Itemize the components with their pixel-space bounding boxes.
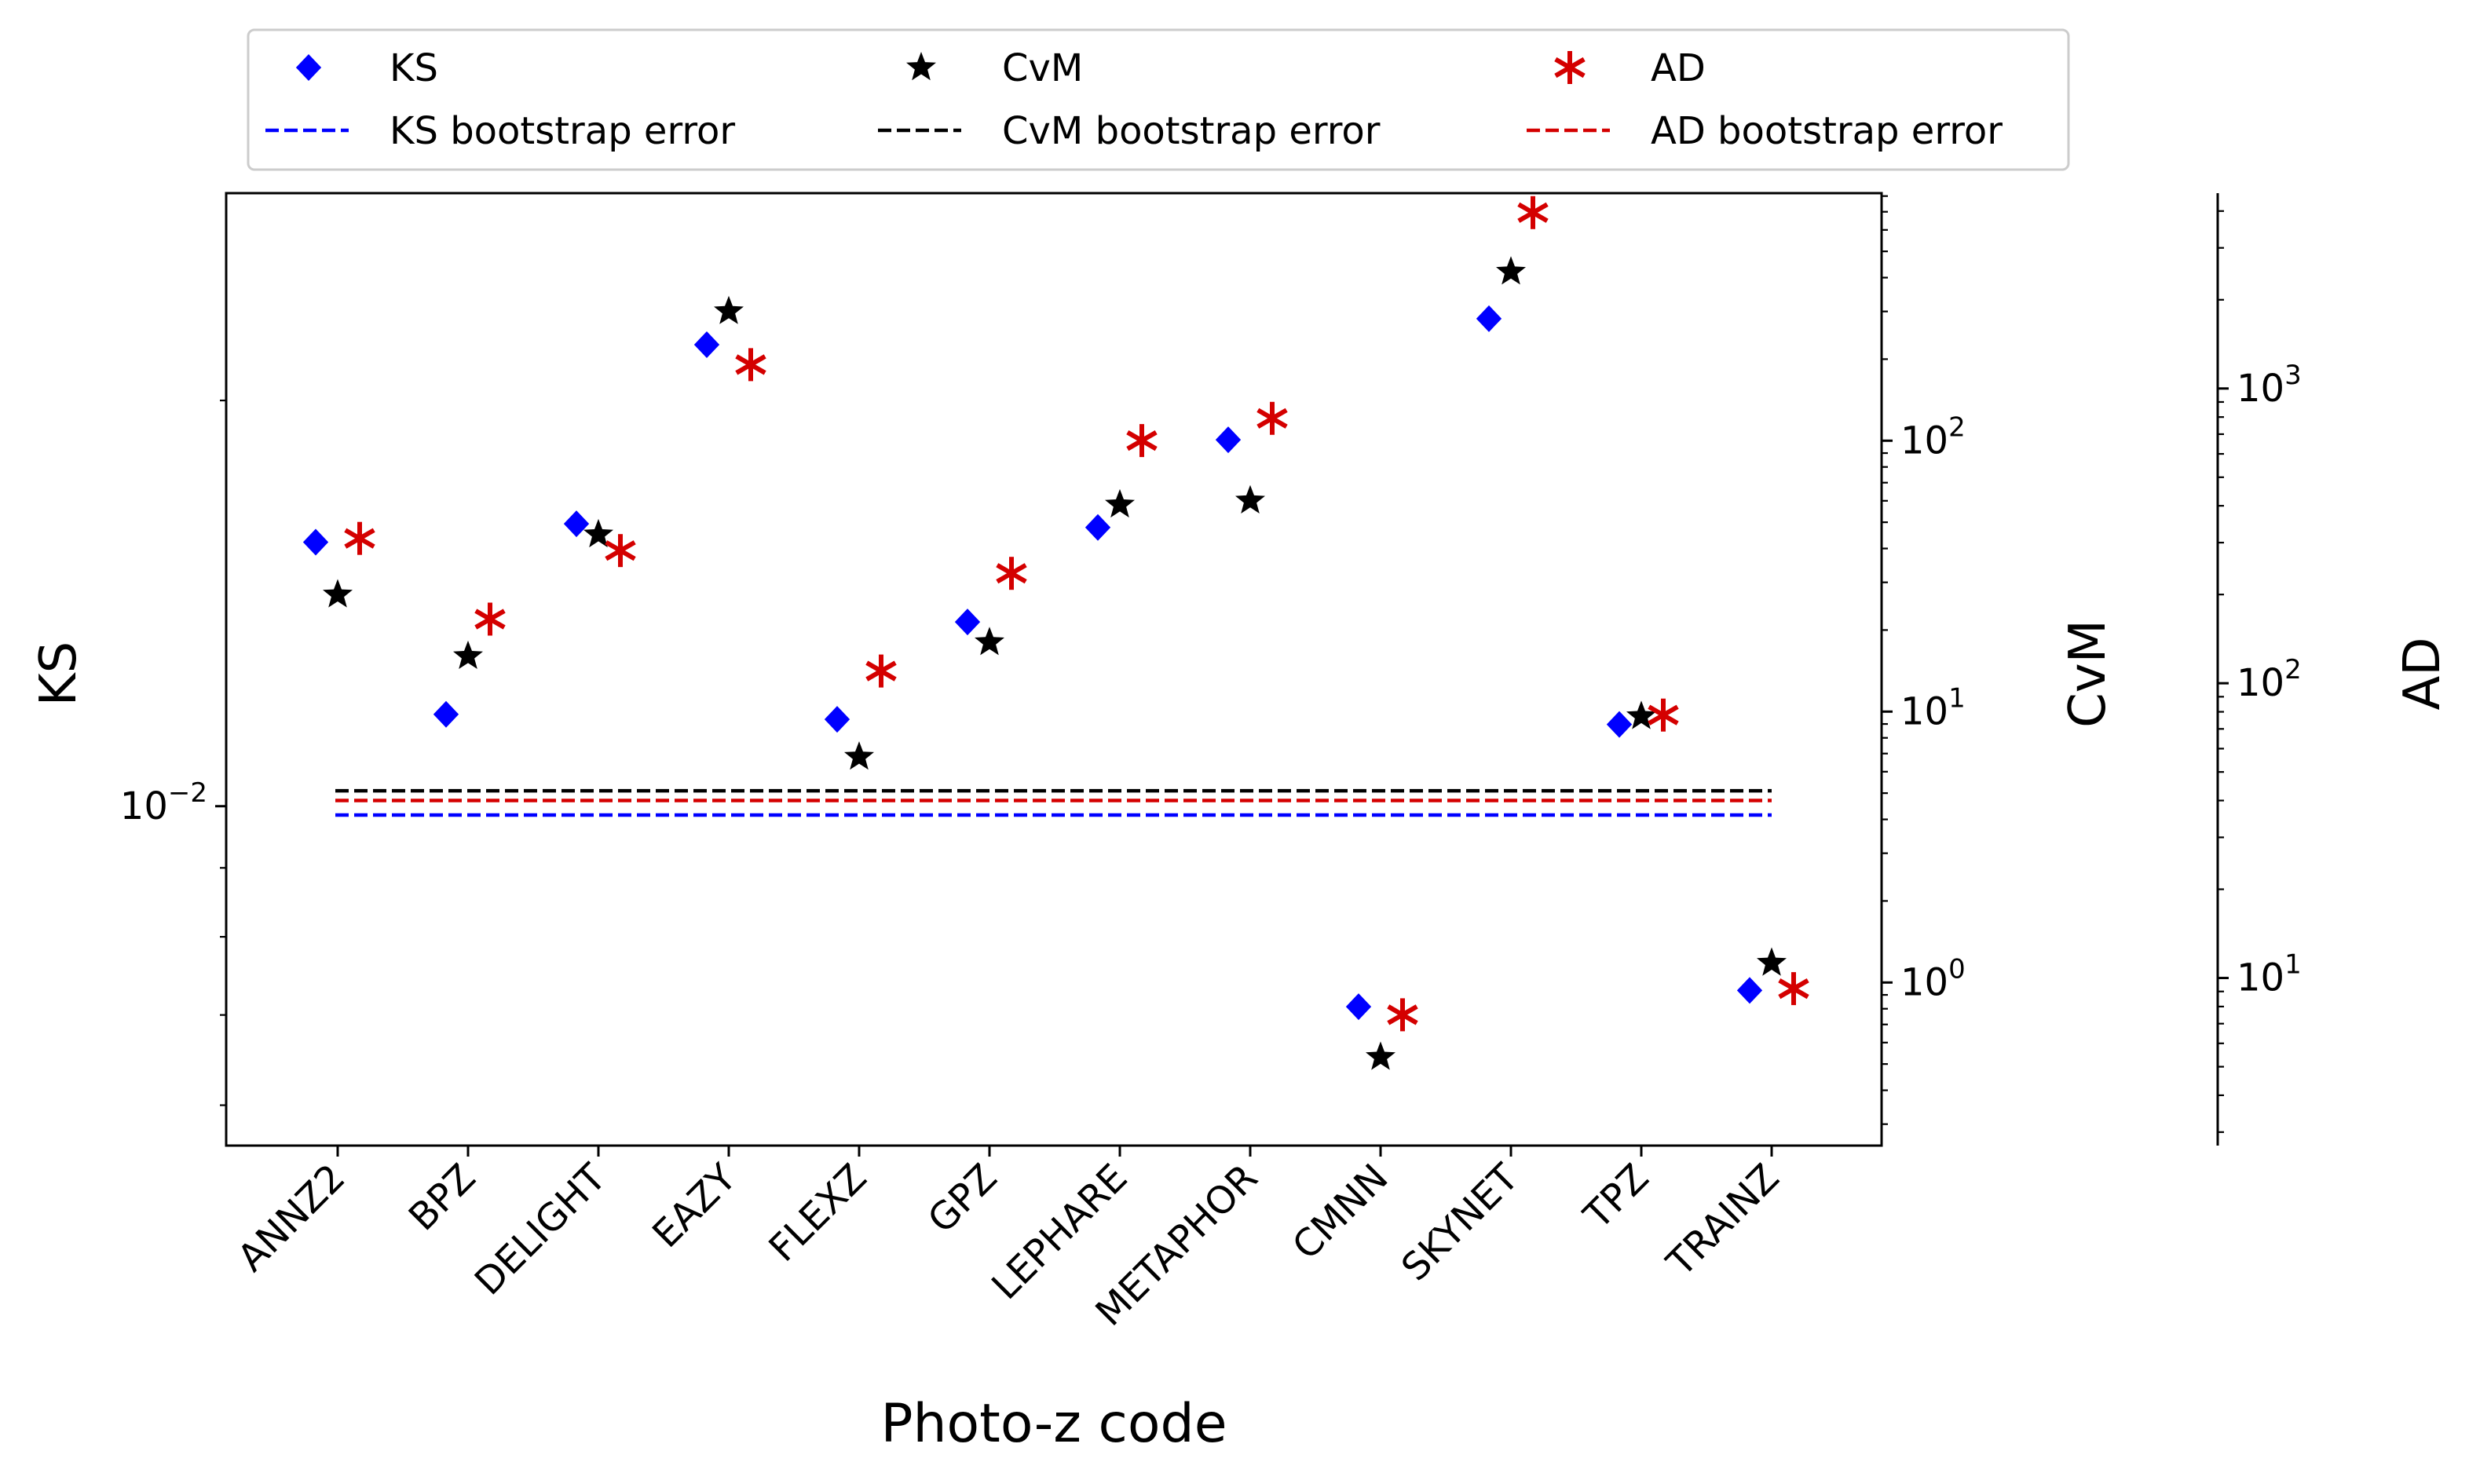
ks-point xyxy=(1476,305,1502,332)
ad-point xyxy=(1256,401,1288,435)
x-tick-label: TRAINZ xyxy=(1658,1156,1787,1285)
cvm-point xyxy=(1496,256,1526,285)
ks-point xyxy=(1215,426,1242,454)
legend-marker xyxy=(906,52,936,81)
x-tick-label: BPZ xyxy=(401,1156,485,1240)
cvm-point xyxy=(844,741,874,770)
cvm-point xyxy=(583,518,613,548)
ks-point xyxy=(824,706,850,733)
legend-label: AD bootstrap error xyxy=(1651,109,2003,153)
ad-point xyxy=(1387,998,1418,1032)
ad-point xyxy=(996,557,1027,590)
legend-label: AD xyxy=(1651,46,1706,90)
cvm-point xyxy=(453,640,483,669)
legend-frame xyxy=(247,28,2070,171)
ad-point xyxy=(1517,196,1549,229)
ad-point xyxy=(735,348,766,382)
x-tick-label: TPZ xyxy=(1575,1156,1658,1238)
ad-point xyxy=(1126,424,1158,458)
cvm-point xyxy=(1626,700,1656,729)
ks-point xyxy=(1085,514,1111,541)
cvm-point xyxy=(714,295,744,324)
legend-marker xyxy=(1554,51,1586,84)
ks-point xyxy=(954,609,981,636)
ks-point xyxy=(1606,711,1633,738)
legend: KS CvM AD KS bootstrap error CvM bootstrap e… xyxy=(247,28,2070,171)
ad-point xyxy=(605,534,636,568)
plot-frame xyxy=(225,192,1883,1147)
cvm-point xyxy=(1757,947,1787,976)
ad-point xyxy=(344,521,375,555)
x-tick-label: ANNZ2 xyxy=(229,1156,353,1280)
ad-point xyxy=(1648,698,1679,732)
ad-tick-label: 102 xyxy=(2237,654,2302,705)
legend-label: KS xyxy=(390,46,438,90)
ad-point xyxy=(474,602,506,636)
x-axis-label: Photo-z code xyxy=(880,1393,1227,1455)
x-tick-label: EAZY xyxy=(644,1155,745,1256)
ks-point xyxy=(1736,977,1763,1004)
legend-label: CvM xyxy=(1002,46,1083,90)
x-tick-label: SKYNET xyxy=(1393,1155,1527,1289)
ks-point xyxy=(302,528,329,556)
ad-tick-label: 103 xyxy=(2237,360,2302,411)
cvm-tick-label: 101 xyxy=(1900,682,1966,733)
y-axis-label-cvm: CvM xyxy=(2059,620,2117,728)
cvm-point xyxy=(1235,484,1265,514)
cvm-point xyxy=(323,579,353,608)
ad-point xyxy=(1778,972,1809,1006)
x-tick-label: GPZ xyxy=(920,1156,1006,1242)
legend-marker xyxy=(295,54,322,81)
ks-point xyxy=(693,331,720,358)
cvm-tick-label: 100 xyxy=(1900,953,1966,1004)
cvm-point xyxy=(1105,488,1135,518)
ad-tick-label: 101 xyxy=(2237,949,2302,1000)
y-axis-label-ks: KS xyxy=(30,641,88,707)
x-tick-label: DELIGHT xyxy=(466,1155,615,1303)
x-tick-label: CMNN xyxy=(1284,1156,1396,1268)
cvm-point xyxy=(1366,1041,1395,1070)
ks-tick-label: 10−2 xyxy=(120,777,207,828)
cvm-point xyxy=(975,627,1004,656)
x-tick-label: FLEXZ xyxy=(761,1156,876,1270)
ad-point xyxy=(865,654,897,688)
legend-label: CvM bootstrap error xyxy=(1002,109,1381,153)
ks-point xyxy=(563,510,590,538)
legend-label: KS bootstrap error xyxy=(390,109,735,153)
ks-point xyxy=(433,700,459,728)
ks-point xyxy=(1345,993,1372,1021)
cvm-tick-label: 102 xyxy=(1900,411,1966,462)
y-axis-label-ad: AD xyxy=(2394,637,2452,710)
